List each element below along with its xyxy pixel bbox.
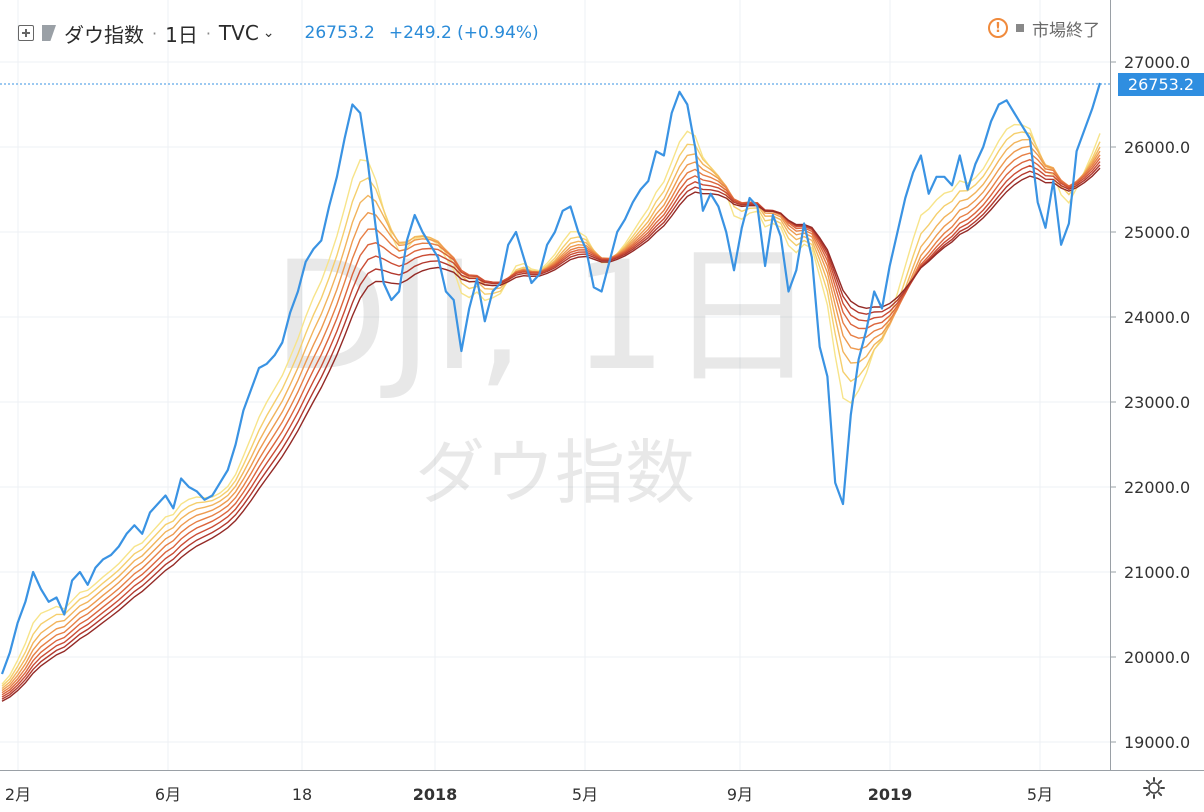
market-status: ! 市場終了	[988, 16, 1100, 41]
price-series	[0, 82, 1102, 675]
ema-line-14	[1, 152, 1101, 694]
time-axis: 2月 6月 18 2018 5月 9月 2019 5月	[5, 785, 1053, 804]
price-tick-label: 25000.0	[1124, 223, 1190, 242]
price-tick-label: 23000.0	[1124, 393, 1190, 412]
time-tick-label: 2月	[5, 785, 31, 804]
chevron-down-icon[interactable]: ⌄	[262, 25, 275, 41]
ema-line-10	[1, 138, 1101, 690]
price-tick-label: 22000.0	[1124, 478, 1190, 497]
ema-line-6	[1, 123, 1101, 685]
status-square-icon	[1016, 24, 1024, 32]
price-tick-label: 21000.0	[1124, 563, 1190, 582]
price-tick-label: 26000.0	[1124, 138, 1190, 157]
time-tick-label: 2018	[413, 785, 458, 804]
separator-dot: ·	[152, 23, 158, 43]
time-tick-label: 6月	[155, 785, 181, 804]
market-status-text: 市場終了	[1032, 20, 1100, 41]
price-tick-label: 20000.0	[1124, 648, 1190, 667]
price-tick-label: 19000.0	[1124, 733, 1190, 752]
price-tick-label: 27000.0	[1124, 53, 1190, 72]
chart-grid	[0, 0, 1110, 770]
time-tick-label: 18	[292, 785, 312, 804]
warning-icon[interactable]: !	[988, 18, 1008, 38]
interval-label[interactable]: 1日	[165, 22, 198, 47]
ema-ribbon	[1, 123, 1101, 702]
time-tick-label: 2019	[868, 785, 913, 804]
expand-icon[interactable]	[18, 25, 34, 41]
ema-line-22	[1, 167, 1101, 702]
ema-line-12	[1, 145, 1101, 692]
last-price-label: 26753.2	[1118, 73, 1204, 96]
chart-header: ダウ指数 · 1日 · TVC ⌄ 26753.2 +249.2 (+0.94%…	[18, 16, 539, 50]
time-tick-label: 9月	[727, 785, 753, 804]
time-tick-label: 5月	[572, 785, 598, 804]
price-line	[0, 82, 1102, 675]
ema-line-8	[1, 131, 1101, 687]
price-axis: 19000.0 20000.0 21000.0 22000.0 23000.0 24000…	[1110, 53, 1190, 752]
price-change: +249.2 (+0.94%)	[388, 23, 539, 43]
last-price: 26753.2	[304, 23, 375, 43]
flag-icon[interactable]	[42, 25, 56, 41]
symbol-name[interactable]: ダウ指数	[64, 22, 144, 47]
exchange-label[interactable]: TVC	[218, 21, 259, 45]
price-tick-label: 24000.0	[1124, 308, 1190, 327]
time-tick-label: 5月	[1027, 785, 1053, 804]
watermark-symbol: DJI, 1日	[273, 230, 818, 404]
separator-dot: ·	[205, 23, 211, 43]
gear-icon[interactable]	[1142, 776, 1166, 800]
watermark-name: ダウ指数	[415, 432, 695, 514]
